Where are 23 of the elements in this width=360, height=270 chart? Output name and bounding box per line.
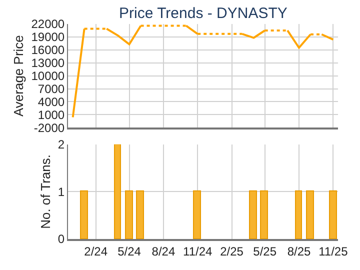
y-tick-label: 16000 — [31, 43, 65, 58]
y-tick-label: 22000 — [31, 17, 65, 32]
y-tick-label: -2000 — [34, 120, 65, 135]
x-tick-label: 5/24 — [118, 244, 142, 258]
x-tick-label: 8/25 — [287, 244, 311, 258]
chart-title: Price Trends - DYNASTY — [119, 5, 288, 22]
x-tick-label: 11/24 — [183, 244, 213, 258]
x-tick-label: 11/25 — [318, 244, 348, 258]
y-tick-label: 13000 — [31, 56, 65, 70]
y-tick-label: 10000 — [31, 69, 65, 84]
x-tick-label: 2/25 — [220, 244, 244, 258]
y-tick-label: 4000 — [38, 94, 65, 109]
x-tick-label: 8/24 — [152, 244, 176, 258]
y-tick-label: 2 — [58, 138, 65, 152]
y-tick-label: 1000 — [38, 108, 65, 122]
y-axis-title: No. of Trans. — [38, 154, 53, 229]
y-axis-title: Average Price — [11, 35, 26, 117]
y-tick-label: 1 — [58, 184, 65, 199]
y-tick-label: 7000 — [38, 82, 65, 96]
y-tick-label: 0 — [58, 232, 65, 246]
x-tick-label: 2/24 — [84, 244, 108, 258]
x-tick-label: 5/25 — [253, 244, 277, 258]
y-tick-label: 19000 — [31, 30, 65, 44]
